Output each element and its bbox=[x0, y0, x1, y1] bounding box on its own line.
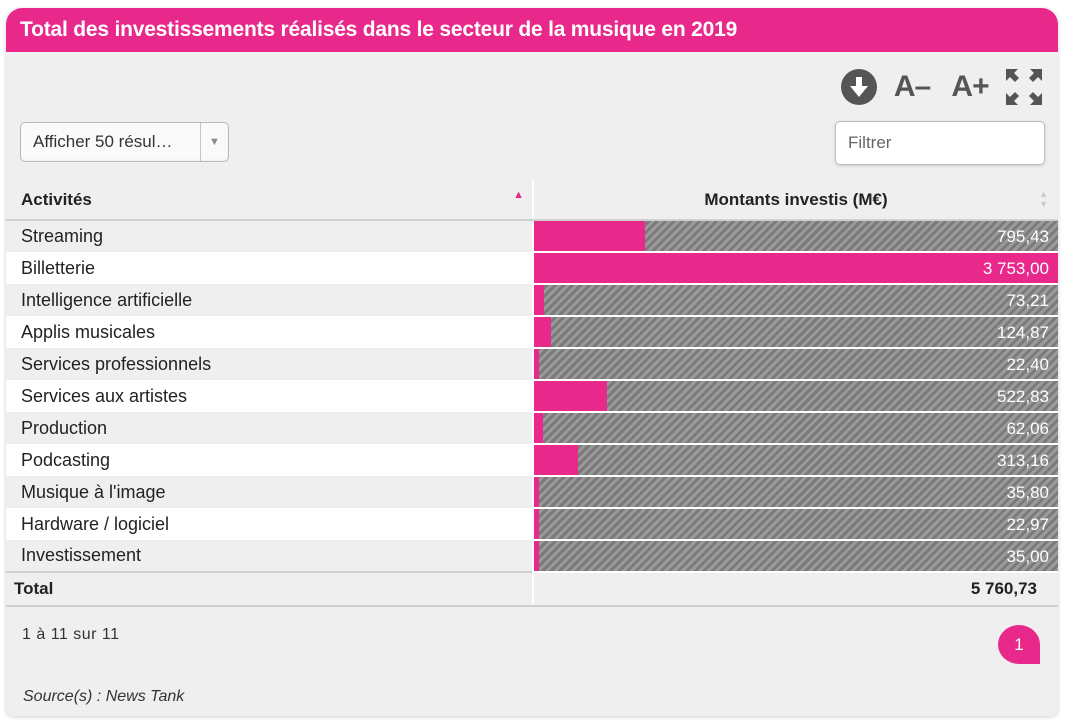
bar-track bbox=[534, 285, 1058, 315]
bar-cell: 73,21 bbox=[533, 284, 1058, 317]
bar bbox=[534, 253, 1058, 283]
bar bbox=[534, 349, 539, 379]
bar bbox=[534, 445, 578, 475]
bar bbox=[534, 413, 543, 443]
bar-cell: 22,97 bbox=[533, 508, 1058, 541]
row-label: Hardware / logiciel bbox=[6, 508, 534, 540]
filter-input[interactable] bbox=[835, 121, 1045, 165]
bar-value-label: 124,87 bbox=[997, 323, 1049, 342]
bar-value-label: 73,21 bbox=[1006, 291, 1049, 310]
bar-track bbox=[534, 381, 1058, 411]
bar-cell: 22,40 bbox=[533, 348, 1058, 381]
row-label: Investissement bbox=[6, 540, 534, 572]
toolbar: A– A+ bbox=[840, 66, 1044, 108]
bar-value-label: 35,00 bbox=[1006, 547, 1049, 566]
table-row: Streaming 795,43 bbox=[6, 220, 1058, 253]
bar-track bbox=[534, 509, 1058, 539]
row-label: Services aux artistes bbox=[6, 380, 534, 412]
column-header-amount[interactable]: Montants investis (M€) ▲ ▼ bbox=[533, 180, 1058, 221]
table-row: Hardware / logiciel 22,97 bbox=[6, 508, 1058, 541]
table-row: Podcasting 313,16 bbox=[6, 444, 1058, 477]
bar-value-label: 795,43 bbox=[997, 227, 1049, 246]
table-row: Production 62,06 bbox=[6, 412, 1058, 445]
bar-cell: 62,06 bbox=[533, 412, 1058, 445]
bar bbox=[534, 477, 539, 507]
bar-cell: 35,00 bbox=[533, 540, 1058, 573]
bar-track bbox=[534, 349, 1058, 379]
results-per-page-value: Afficher 50 résul… bbox=[33, 132, 173, 151]
results-per-page-select[interactable]: Afficher 50 résul… ▼ bbox=[20, 122, 229, 162]
row-label: Production bbox=[6, 412, 534, 444]
sort-ascending-icon: ▲ bbox=[513, 189, 524, 201]
total-value: 5 760,73 bbox=[533, 571, 1058, 607]
column-header-amount-label: Montants investis (M€) bbox=[704, 189, 888, 209]
bar-value-label: 3 753,00 bbox=[982, 259, 1049, 278]
row-label: Musique à l'image bbox=[6, 476, 534, 508]
row-label: Applis musicales bbox=[6, 316, 534, 348]
bar bbox=[534, 285, 545, 315]
table-row: Services professionnels 22,40 bbox=[6, 348, 1058, 381]
bar-cell: 522,83 bbox=[533, 380, 1058, 413]
bar-track bbox=[534, 541, 1058, 571]
chevron-down-icon[interactable]: ▼ bbox=[200, 123, 228, 161]
download-circle-icon[interactable] bbox=[840, 68, 878, 106]
bar-cell: 35,80 bbox=[533, 476, 1058, 509]
table-row: Applis musicales 124,87 bbox=[6, 316, 1058, 349]
bar-track bbox=[534, 477, 1058, 507]
bar bbox=[534, 509, 539, 539]
bar-cell: 313,16 bbox=[533, 444, 1058, 477]
table-row: Services aux artistes 522,83 bbox=[6, 380, 1058, 413]
sort-both-icon: ▲ ▼ bbox=[1039, 189, 1048, 209]
bar-track bbox=[534, 413, 1058, 443]
table-row: Musique à l'image 35,80 bbox=[6, 476, 1058, 509]
data-table: Activités ▲ Montants investis (M€) ▲ ▼ St… bbox=[6, 180, 1058, 607]
column-header-activities-label: Activités bbox=[21, 189, 92, 209]
source-note: Source(s) : News Tank bbox=[23, 688, 185, 705]
total-label: Total bbox=[6, 571, 534, 607]
bar-value-label: 62,06 bbox=[1006, 419, 1049, 438]
bar bbox=[534, 317, 552, 347]
bar-value-label: 522,83 bbox=[997, 387, 1049, 406]
row-label: Services professionnels bbox=[6, 348, 534, 380]
bar-track bbox=[534, 317, 1058, 347]
column-header-activities[interactable]: Activités ▲ bbox=[6, 180, 534, 221]
fullscreen-icon[interactable] bbox=[1004, 67, 1044, 107]
bar bbox=[534, 221, 646, 251]
table-row: Investissement 35,00 bbox=[6, 540, 1058, 573]
bar-value-label: 313,16 bbox=[997, 451, 1049, 470]
row-label: Streaming bbox=[6, 220, 534, 252]
bar-value-label: 35,80 bbox=[1006, 483, 1049, 502]
row-label: Podcasting bbox=[6, 444, 534, 476]
row-label: Intelligence artificielle bbox=[6, 284, 534, 316]
row-label: Billetterie bbox=[6, 252, 534, 284]
bar bbox=[534, 381, 607, 411]
card-title: Total des investissements réalisés dans … bbox=[6, 8, 1058, 52]
bar-cell: 795,43 bbox=[533, 220, 1058, 253]
bar-value-label: 22,97 bbox=[1006, 515, 1049, 534]
font-decrease-button[interactable]: A– bbox=[893, 70, 931, 103]
bar-cell: 3 753,00 bbox=[533, 252, 1058, 285]
table-row: Billetterie 3 753,00 bbox=[6, 252, 1058, 285]
chart-card: Total des investissements réalisés dans … bbox=[6, 8, 1058, 716]
bar-track bbox=[534, 445, 1058, 475]
bar-cell: 124,87 bbox=[533, 316, 1058, 349]
table-row: Intelligence artificielle 73,21 bbox=[6, 284, 1058, 317]
font-increase-button[interactable]: A+ bbox=[951, 70, 989, 103]
bar bbox=[534, 541, 539, 571]
page-button-1[interactable]: 1 bbox=[998, 625, 1040, 664]
bar-value-label: 22,40 bbox=[1006, 355, 1049, 374]
pagination-info: 1 à 11 sur 11 bbox=[22, 626, 120, 643]
